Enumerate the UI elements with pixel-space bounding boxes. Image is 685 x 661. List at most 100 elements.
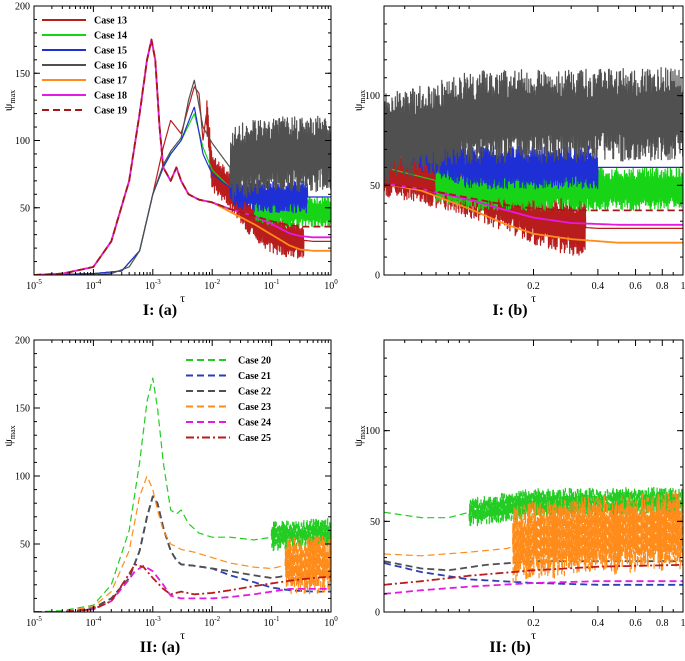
series-group [34, 377, 331, 612]
y-axis-label: ψmax [351, 90, 367, 111]
y-tick-label: 100 [15, 136, 30, 147]
panel-caption: I: (a) [143, 302, 177, 319]
y-axis-label-sub: max [8, 425, 17, 439]
x-tick-base: 10 [324, 618, 334, 629]
y-axis-label-main: ψ [351, 103, 365, 111]
panel-caption: I: (b) [492, 302, 527, 319]
legend: Case 13 Case 14 Case 15 Case 16 Case 17 Case … [42, 16, 127, 117]
y-axis-label-sub: max [8, 90, 17, 104]
x-tick-base: 10 [26, 281, 36, 292]
x-tick-label: 10-1 [264, 278, 280, 292]
y-tick-label: 100 [15, 472, 30, 483]
x-tick-base: 10 [204, 281, 214, 292]
x-tick-label: 10-3 [145, 278, 161, 292]
y-tick-label: 200 [15, 336, 30, 347]
y-axis-label: ψmax [1, 90, 17, 111]
series-line-case-20 [384, 486, 683, 528]
x-tick-label: 1 [681, 618, 685, 629]
x-tick-exponent: -5 [36, 278, 42, 286]
y-axis-label: ψmax [1, 425, 17, 446]
x-tick-label: 10-5 [26, 278, 42, 292]
chart-panel-i-a: 10-5 10-4 10-3 10-2 10-1 10050100150200τψmaxI… [1, 2, 338, 320]
x-tick-label: 10-2 [204, 615, 220, 629]
chart-panel-i-b: 0.2 0.4 0.6 0.8 1 0 50 100 τ ψmax I: (b) [351, 5, 685, 319]
x-tick-label: 10-5 [26, 615, 42, 629]
x-tick-label: 10-4 [85, 278, 101, 292]
series-line-case-16 [34, 79, 331, 275]
panel-caption: II: (a) [140, 639, 180, 656]
x-tick-exponent: -5 [36, 615, 42, 623]
legend-label: Case 24 [238, 418, 271, 429]
x-tick-label: 10-1 [264, 615, 280, 629]
x-axis-label: τ [531, 291, 536, 305]
x-tick-label: 0.2 [527, 618, 540, 629]
x-tick-base: 10 [264, 281, 274, 292]
y-tick-label: 0 [375, 608, 380, 619]
legend: Case 20 Case 21 Case 22 Case 23 Case 24 Case … [186, 356, 271, 444]
x-tick-exponent: -2 [214, 278, 220, 286]
x-tick-label: 0.6 [629, 281, 642, 292]
y-tick-label: 100 [365, 91, 380, 102]
x-tick-exponent: 0 [334, 278, 338, 286]
series-line-case-25 [384, 564, 683, 586]
legend-label: Case 22 [238, 387, 271, 398]
series-group [384, 486, 683, 595]
series-line-case-22 [384, 560, 683, 572]
series-line-case-23 [384, 491, 683, 585]
x-tick-label: 100 [324, 615, 338, 629]
x-tick-base: 10 [145, 618, 155, 629]
x-tick-base: 10 [204, 618, 214, 629]
x-tick-base: 10 [85, 281, 95, 292]
legend-label: Case 14 [94, 31, 127, 42]
chart-panel-ii-b: 0.2 0.4 0.6 0.8 1 0 50 100 τ ψmax II: (b) [351, 339, 685, 656]
x-tick-label: 100 [324, 278, 338, 292]
series-line-case-17 [384, 182, 683, 244]
legend-label: Case 20 [238, 356, 271, 367]
panel-caption: II: (b) [489, 639, 530, 656]
series-group [384, 66, 683, 256]
legend-label: Case 21 [238, 371, 271, 382]
x-axis-label: τ [531, 628, 536, 642]
x-tick-label: 0.6 [629, 618, 642, 629]
chart-panel-ii-a: 10-5 10-4 10-3 10-2 10-1 10050100150200τψmaxI… [1, 336, 338, 657]
series-line-case-20 [34, 377, 331, 612]
legend-label: Case 17 [94, 76, 127, 87]
series-line-case-23 [34, 475, 331, 612]
x-axis-label: τ [180, 628, 185, 642]
series-line-case-25 [34, 563, 331, 612]
y-tick-label: 50 [20, 540, 30, 551]
legend-label: Case 16 [94, 61, 127, 72]
y-axis-label-sub: max [358, 425, 367, 439]
series-group [34, 38, 331, 275]
y-axis-label-main: ψ [351, 439, 365, 447]
x-tick-exponent: -4 [95, 278, 101, 286]
y-tick-label: 0 [375, 271, 380, 282]
series-line-case-19 [384, 182, 683, 212]
x-tick-exponent: -4 [95, 615, 101, 623]
x-tick-label: 1 [681, 281, 685, 292]
series-line-case-24 [384, 580, 683, 595]
y-tick-label: 150 [15, 69, 30, 80]
x-tick-exponent: -3 [155, 615, 161, 623]
legend-label: Case 13 [94, 16, 127, 27]
y-tick-label: 150 [15, 404, 30, 415]
y-tick-label: 50 [370, 181, 380, 192]
x-tick-label: 0.4 [592, 281, 605, 292]
y-axis-label-main: ψ [1, 439, 15, 447]
x-tick-base: 10 [145, 281, 155, 292]
x-tick-label: 10-3 [145, 615, 161, 629]
y-tick-label: 200 [15, 2, 30, 13]
series-line-case-22 [34, 495, 331, 612]
x-tick-exponent: -1 [274, 278, 280, 286]
legend-label: Case 23 [238, 402, 271, 413]
y-axis-label: ψmax [351, 425, 367, 446]
x-tick-label: 10-4 [85, 615, 101, 629]
x-tick-base: 10 [324, 281, 334, 292]
legend-label: Case 25 [238, 433, 271, 444]
legend-label: Case 18 [94, 91, 127, 102]
y-tick-label: 50 [20, 203, 30, 214]
x-tick-label: 0.8 [656, 281, 669, 292]
y-tick-label: 50 [370, 517, 380, 528]
series-line-case-19 [34, 38, 331, 275]
